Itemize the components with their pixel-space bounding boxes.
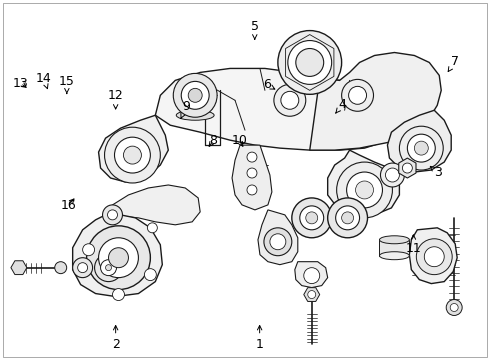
Circle shape <box>98 238 138 278</box>
Polygon shape <box>304 288 319 301</box>
Circle shape <box>247 168 257 178</box>
Circle shape <box>270 234 286 250</box>
Text: 14: 14 <box>36 72 52 89</box>
Polygon shape <box>232 145 272 210</box>
Circle shape <box>450 303 458 311</box>
Text: 6: 6 <box>263 78 275 91</box>
Text: 2: 2 <box>112 325 120 351</box>
Circle shape <box>446 300 462 315</box>
Text: 16: 16 <box>60 199 76 212</box>
Circle shape <box>188 88 202 102</box>
Text: 8: 8 <box>209 134 217 147</box>
Text: 10: 10 <box>231 134 247 147</box>
Circle shape <box>281 91 299 109</box>
Text: 4: 4 <box>336 98 346 113</box>
Circle shape <box>108 248 128 268</box>
Circle shape <box>83 244 95 256</box>
Circle shape <box>115 137 150 173</box>
Ellipse shape <box>176 110 214 120</box>
Circle shape <box>247 185 257 195</box>
Circle shape <box>328 198 368 238</box>
Circle shape <box>105 265 112 271</box>
Polygon shape <box>98 115 168 182</box>
Circle shape <box>181 81 209 109</box>
Circle shape <box>402 163 413 173</box>
Circle shape <box>337 162 392 218</box>
Polygon shape <box>310 53 441 150</box>
Circle shape <box>306 212 318 224</box>
Polygon shape <box>295 262 328 288</box>
Circle shape <box>292 198 332 238</box>
Circle shape <box>274 84 306 116</box>
Circle shape <box>336 206 360 230</box>
Circle shape <box>145 269 156 280</box>
Polygon shape <box>328 150 399 215</box>
Circle shape <box>386 168 399 182</box>
Circle shape <box>77 263 88 273</box>
Circle shape <box>87 226 150 289</box>
Polygon shape <box>409 228 457 284</box>
Circle shape <box>113 289 124 301</box>
Text: 9: 9 <box>181 100 190 118</box>
Circle shape <box>95 254 122 282</box>
Circle shape <box>288 41 332 84</box>
Circle shape <box>264 228 292 256</box>
Circle shape <box>356 181 373 199</box>
Polygon shape <box>73 215 162 297</box>
Circle shape <box>304 268 319 284</box>
Text: 15: 15 <box>59 75 75 94</box>
Circle shape <box>100 260 117 276</box>
Circle shape <box>147 223 157 233</box>
Text: 12: 12 <box>108 89 123 109</box>
Circle shape <box>55 262 67 274</box>
Polygon shape <box>399 158 416 178</box>
Circle shape <box>300 206 324 230</box>
Circle shape <box>104 127 160 183</box>
Polygon shape <box>379 240 409 256</box>
Circle shape <box>107 210 118 220</box>
Circle shape <box>278 31 342 94</box>
Ellipse shape <box>379 252 409 260</box>
Polygon shape <box>388 110 451 172</box>
Polygon shape <box>155 68 424 150</box>
Polygon shape <box>105 185 200 225</box>
Circle shape <box>415 141 428 155</box>
Circle shape <box>247 152 257 162</box>
Circle shape <box>102 205 122 225</box>
Circle shape <box>416 239 452 275</box>
Circle shape <box>123 146 142 164</box>
Circle shape <box>173 73 217 117</box>
Polygon shape <box>258 210 298 265</box>
Text: 13: 13 <box>13 77 28 90</box>
Circle shape <box>346 172 383 208</box>
Circle shape <box>308 291 316 298</box>
Circle shape <box>296 49 324 76</box>
Circle shape <box>424 247 444 267</box>
Circle shape <box>348 86 367 104</box>
Text: 7: 7 <box>448 55 459 72</box>
Ellipse shape <box>379 236 409 244</box>
Circle shape <box>73 258 93 278</box>
Text: 3: 3 <box>430 166 442 179</box>
Circle shape <box>380 163 404 187</box>
Text: 11: 11 <box>406 235 421 255</box>
Circle shape <box>342 212 354 224</box>
Circle shape <box>399 126 443 170</box>
Polygon shape <box>11 261 27 275</box>
Circle shape <box>342 80 373 111</box>
Circle shape <box>407 134 435 162</box>
Text: 5: 5 <box>251 20 259 39</box>
Text: 1: 1 <box>256 325 264 351</box>
